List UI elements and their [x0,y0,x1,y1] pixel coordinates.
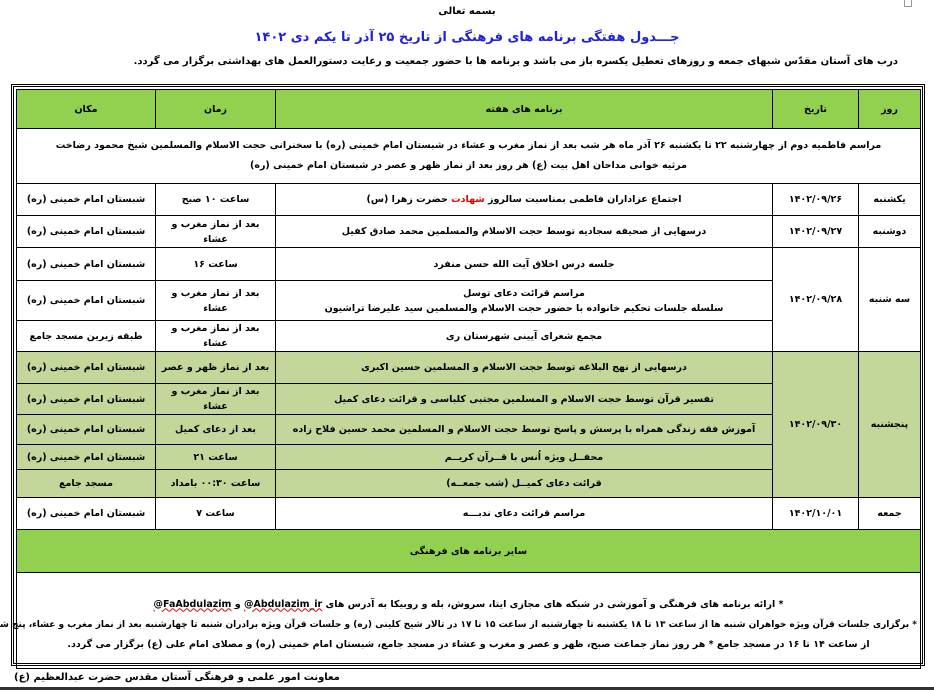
place: شبستان امام خمینی (ره) [16,497,156,530]
program: محفــل ویژه اُنس با قــرآن کریــم [275,444,773,470]
col-program: برنامه های هفته [275,89,773,129]
time: بعد از نماز مغرب و عشاء [155,320,276,352]
note-text: * ارائه برنامه های فرهنگی و آموزشی در شب… [322,598,784,610]
place: شبستان امام خمینی (ره) [16,383,156,415]
time: بعد از نماز مغرب و عشاء [155,383,276,415]
date: ۱۴۰۲/۰۹/۲۷ [772,215,859,248]
program: مجمع شعرای آیینی شهرستان ری [275,320,773,352]
program: اجتماع عزاداران فاطمی بمناسبت سالروز شها… [275,183,773,216]
other-programs-header: سایر برنامه های فرهنگی [16,529,921,573]
col-day: روز [858,89,921,129]
intro-text: درب های آستان مقدّس شبهای جمعه و روزهای … [133,56,898,67]
note-3: از ساعت ۱۴ تا ۱۶ در مسجد جامع * هر روز ن… [67,638,870,650]
note-2: * برگزاری جلسات قرآن ویژه خواهران شنبه ه… [0,619,917,630]
table-row-tuesday: سه شنبه ۱۴۰۲/۰۹/۲۸ جلسه درس اخلاق آیت ال… [16,247,921,352]
day: جمعه [858,497,921,530]
notice-row: مراسم فاطمیه دوم از چهارشنبه ۲۲ تا یکشنب… [16,128,921,184]
schedule-table: روز تاریخ برنامه های هفته زمان مکان مراس… [0,89,921,669]
table-row-friday: جمعه ۱۴۰۲/۱۰/۰۱ مراسم قرائت دعای ندبـــه… [16,497,921,530]
program-text: حضرت زهرا (س) [366,194,452,205]
table-row-thursday: آموزش فقه زندگی همراه با پرسش و پاسخ توس… [16,414,921,445]
table-header-row: روز تاریخ برنامه های هفته زمان مکان [16,89,921,129]
day: یکشنبه [858,183,921,216]
table-row-thursday: تفسیر قرآن توسط حجت الاسلام و المسلمین م… [16,383,921,415]
link-abdulazim-ir[interactable]: @Abdulazim_ir [243,598,323,610]
time: ساعت ۷ [155,497,276,530]
link-faabdulazim[interactable]: @FaAbdulazim [153,598,232,610]
page-title: جـــدول هفتگی برنامه های فرهنگی از تاریخ… [254,30,680,45]
day: سه شنبه [858,247,921,352]
place: شبستان امام خمینی (ره) [16,414,156,445]
other-programs-title: سایر برنامه های فرهنگی [16,529,921,573]
day: دوشنبه [858,215,921,248]
program-text: اجتماع عزاداران فاطمی بمناسبت سالروز [484,194,682,205]
program: مراسم قرائت دعای ندبـــه [275,497,773,530]
place: شبستان امام خمینی (ره) [16,215,156,248]
table-row-thursday: قرائت دعای کمیــل (شب جمعــه) ساعت ۰۰:۳۰… [16,469,921,498]
program-line: مراسم قرائت دعای توسل [463,287,585,299]
date: ۱۴۰۲/۰۹/۲۸ [772,247,859,352]
table-row-tuesday: مراسم قرائت دعای توسل سلسله جلسات تحکیم خ… [16,280,921,321]
time: بعد از نماز ظهر و عصر [155,351,276,384]
place: شبستان امام خمینی (ره) [16,444,156,470]
table-row-thursday: پنجشنبه ۱۴۰۲/۰۹/۳۰ درسهایی از نهج البلاغ… [16,351,921,498]
day: پنجشنبه [858,351,921,498]
time: ساعت ۲۱ [155,444,276,470]
footer-text: معاونت امور علمی و فرهنگی آستان مقدس حضر… [14,672,340,683]
program: جلسه درس اخلاق آیت الله حسن منفرد [275,247,773,281]
place: طبقه زیرین مسجد جامع [16,320,156,352]
note-text: و [231,598,244,610]
program: تفسیر قرآن توسط حجت الاسلام و المسلمین م… [275,383,773,415]
table-row-tuesday: مجمع شعرای آیینی شهرستان ری بعد از نماز … [16,320,921,352]
place: شبستان امام خمینی (ره) [16,351,156,384]
time: ساعت ۱۰ صبح [155,183,276,216]
table-row-sunday: یکشنبه ۱۴۰۲/۰۹/۲۶ اجتماع عزاداران فاطمی … [16,183,921,216]
time: ساعت ۱۶ [155,247,276,281]
place: مسجد جامع [16,469,156,498]
bismillah: بسمه تعالی [438,6,496,17]
col-place: مکان [16,89,156,129]
time: بعد از دعای کمیل [155,414,276,445]
date: ۱۴۰۲/۰۹/۲۶ [772,183,859,216]
place: شبستان امام خمینی (ره) [16,247,156,281]
col-date: تاریخ [772,89,859,129]
notes-row: * ارائه برنامه های فرهنگی و آموزشی در شب… [0,572,921,669]
time: ساعت ۰۰:۳۰ بامداد [155,469,276,498]
date: ۱۴۰۲/۰۹/۳۰ [772,351,859,498]
time: بعد از نماز مغرب و عشاء [155,280,276,321]
program-line: سلسله جلسات تحکیم خانواده با حضور حجت ال… [324,302,724,314]
bottom-bar [0,687,934,690]
program-highlight: شهادت [451,194,485,205]
program: درسهایی از نهج البلاغه توسط حجت الاسلام … [275,351,773,384]
program: آموزش فقه زندگی همراه با پرسش و پاسخ توس… [275,414,773,445]
page-corner-mark [904,0,912,7]
col-time: زمان [155,89,276,129]
notice-line-2: مرثیه خوانی مداحان اهل بیت (ع) هر روز بع… [250,160,687,171]
time: بعد از نماز مغرب و عشاء [155,215,276,248]
table-row-thursday: محفــل ویژه اُنس با قــرآن کریــم ساعت ۲… [16,444,921,470]
place: شبستان امام خمینی (ره) [16,280,156,321]
notice-line-1: مراسم فاطمیه دوم از چهارشنبه ۲۲ تا یکشنب… [55,140,882,151]
note-1: * ارائه برنامه های فرهنگی و آموزشی در شب… [20,595,917,615]
program: مراسم قرائت دعای توسل سلسله جلسات تحکیم خ… [275,280,773,321]
program: درسهایی از صحیفه سجادیه توسط حجت الاسلام… [275,215,773,248]
place: شبستان امام خمینی (ره) [16,183,156,216]
table-row-monday: دوشنبه ۱۴۰۲/۰۹/۲۷ درسهایی از صحیفه سجادی… [16,215,921,248]
program: قرائت دعای کمیــل (شب جمعــه) [275,469,773,498]
date: ۱۴۰۲/۱۰/۰۱ [772,497,859,530]
